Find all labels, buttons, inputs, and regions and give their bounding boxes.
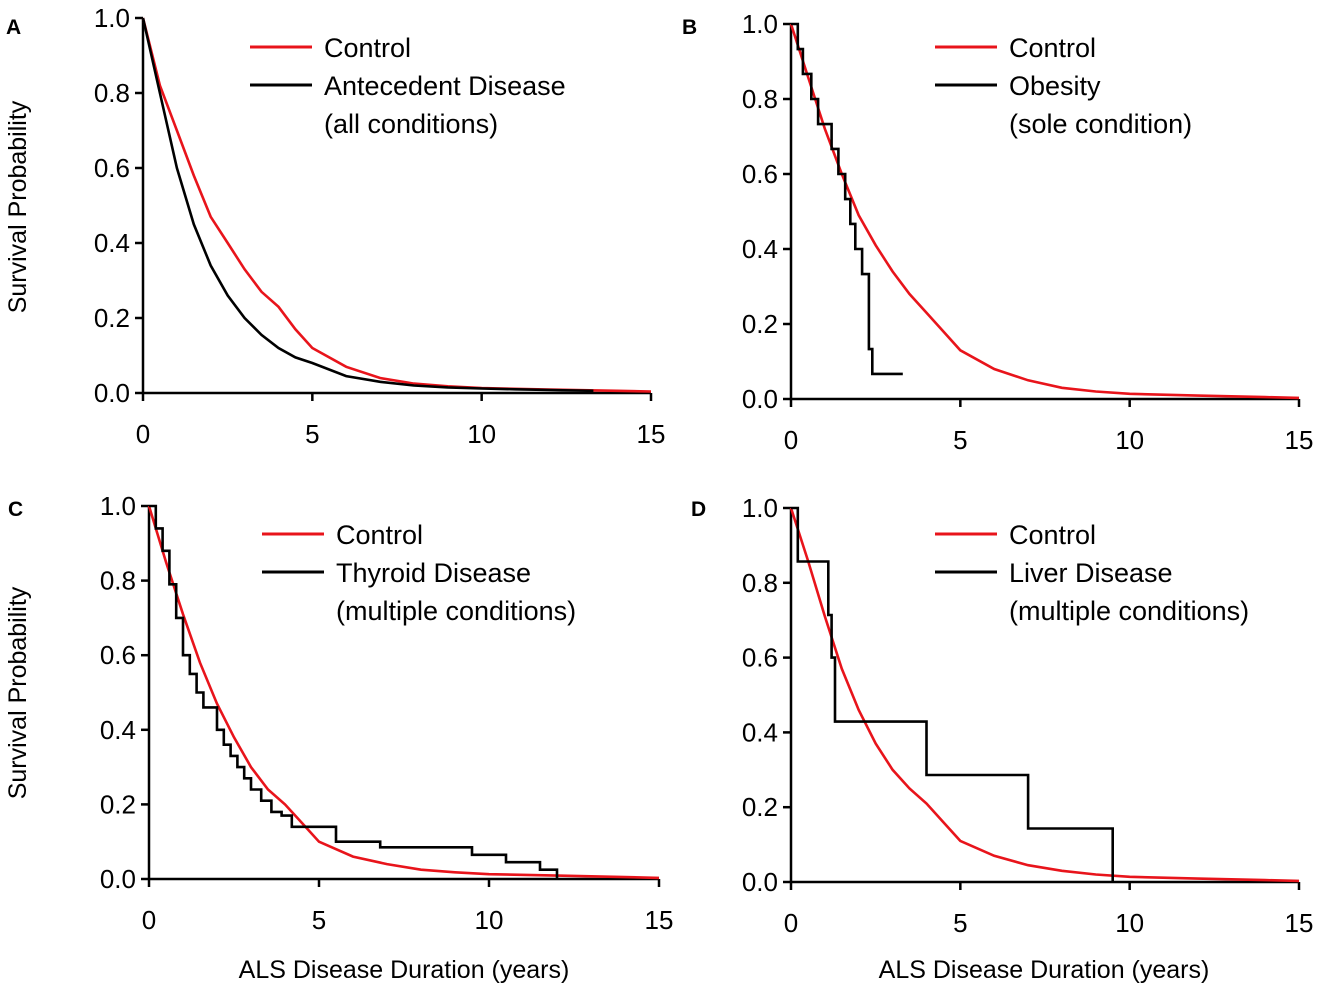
legend-label-control: Control bbox=[1009, 33, 1096, 63]
panel-d: D 0.0 0.2 0.4 0.6 0.8 1.0 0 5 10 15 Control Liver Di… bbox=[691, 493, 1313, 938]
x-tick-label: 0 bbox=[142, 905, 156, 935]
y-tick-label: 1.0 bbox=[100, 491, 136, 521]
y-tick-label: 0.6 bbox=[742, 159, 778, 189]
y-tick-label: 0.2 bbox=[742, 309, 778, 339]
condition-survival-curve bbox=[141, 17, 594, 393]
panel-b: B 0.0 0.2 0.4 0.6 0.8 1.0 0 5 10 15 Control Obesity (… bbox=[682, 9, 1313, 455]
y-tick-label: 0.0 bbox=[94, 378, 130, 408]
legend-label-condition: Antecedent Disease bbox=[324, 71, 566, 101]
y-axis-title-bottom: Survival Probability bbox=[4, 586, 32, 799]
panel-letter: B bbox=[682, 16, 697, 39]
y-tick-label: 1.0 bbox=[742, 9, 778, 39]
y-tick-label: 0.4 bbox=[94, 228, 130, 258]
control-survival-curve bbox=[789, 507, 1300, 883]
x-axis-title-left: ALS Disease Duration (years) bbox=[239, 956, 570, 984]
panel-letter: C bbox=[8, 498, 23, 521]
y-axis-title-top: Survival Probability bbox=[4, 100, 32, 313]
y-tick-label: 0.6 bbox=[742, 643, 778, 673]
y-tick-label: 0.2 bbox=[94, 303, 130, 333]
y-tick-label: 1.0 bbox=[94, 3, 130, 33]
y-tick-label: 0.4 bbox=[100, 715, 136, 745]
y-tick-label: 1.0 bbox=[742, 493, 778, 523]
legend-label-control: Control bbox=[336, 520, 423, 550]
x-tick-label: 10 bbox=[1115, 425, 1144, 455]
x-tick-label: 10 bbox=[1115, 908, 1144, 938]
legend-label-control: Control bbox=[1009, 520, 1096, 550]
control-survival-curve bbox=[147, 505, 660, 880]
y-tick-label: 0.6 bbox=[100, 640, 136, 670]
x-tick-label: 5 bbox=[305, 419, 319, 449]
x-tick-label: 5 bbox=[953, 908, 967, 938]
condition-survival-curve bbox=[791, 22, 903, 376]
y-tick-label: 0.0 bbox=[742, 867, 778, 897]
y-tick-label: 0.4 bbox=[742, 717, 778, 747]
legend-label-condition-note: (all conditions) bbox=[324, 109, 498, 139]
x-axis-title-right: ALS Disease Duration (years) bbox=[879, 956, 1210, 984]
y-tick-label: 0.8 bbox=[94, 78, 130, 108]
y-tick-label: 0.2 bbox=[100, 789, 136, 819]
x-tick-label: 15 bbox=[1285, 908, 1314, 938]
x-tick-label: 0 bbox=[784, 425, 798, 455]
panel-a: A 0.0 0.2 0.4 0.6 0.8 1.0 0 5 10 15 Control Antecede… bbox=[6, 3, 665, 449]
legend-label-condition: Thyroid Disease bbox=[336, 558, 531, 588]
legend-label-condition-note: (sole condition) bbox=[1009, 109, 1192, 139]
x-tick-label: 15 bbox=[637, 419, 666, 449]
condition-survival-curve bbox=[149, 504, 559, 879]
x-tick-label: 10 bbox=[475, 905, 504, 935]
x-tick-label: 5 bbox=[953, 425, 967, 455]
y-tick-label: 0.4 bbox=[742, 234, 778, 264]
y-tick-label: 0.8 bbox=[100, 566, 136, 596]
y-tick-label: 0.6 bbox=[94, 153, 130, 183]
panel-letter: D bbox=[691, 498, 706, 521]
legend-label-condition: Liver Disease bbox=[1009, 558, 1173, 588]
legend-label-condition-note: (multiple conditions) bbox=[336, 596, 576, 626]
y-tick-label: 0.8 bbox=[742, 568, 778, 598]
legend-label-condition: Obesity bbox=[1009, 71, 1101, 101]
legend-label-control: Control bbox=[324, 33, 411, 63]
x-tick-label: 5 bbox=[312, 905, 326, 935]
y-tick-label: 0.0 bbox=[742, 384, 778, 414]
x-tick-label: 10 bbox=[467, 419, 496, 449]
panel-c: C 0.0 0.2 0.4 0.6 0.8 1.0 0 5 10 15 Control Thyroid … bbox=[8, 491, 673, 935]
x-tick-label: 15 bbox=[645, 905, 674, 935]
x-tick-label: 0 bbox=[136, 419, 150, 449]
x-tick-label: 15 bbox=[1285, 425, 1314, 455]
condition-survival-curve bbox=[791, 506, 1114, 882]
legend-label-condition-note: (multiple conditions) bbox=[1009, 596, 1249, 626]
y-tick-label: 0.8 bbox=[742, 84, 778, 114]
y-tick-label: 0.0 bbox=[100, 864, 136, 894]
y-tick-label: 0.2 bbox=[742, 792, 778, 822]
x-tick-label: 0 bbox=[784, 908, 798, 938]
panel-letter: A bbox=[6, 16, 21, 39]
